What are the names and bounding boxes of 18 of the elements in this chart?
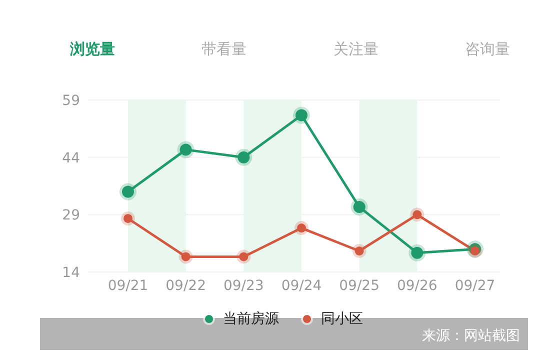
text: 带看量: [202, 40, 247, 59]
y-tick-label: 29: [62, 208, 80, 224]
y-tick-label: 44: [62, 150, 80, 166]
x-tick-label: 09/25: [339, 278, 380, 294]
x-tick-label: 09/23: [223, 278, 264, 294]
x-tick-label: 09/22: [166, 278, 206, 294]
x-tick-label: 09/26: [396, 278, 438, 294]
x-tick-label: 09/27: [454, 278, 496, 294]
y-tick-label: 59: [62, 92, 80, 109]
legend-label: 当前房源: [223, 310, 279, 328]
x-tick-label: 09/24: [281, 278, 322, 294]
x-tick-label: 09/21: [108, 278, 148, 294]
y-tick-label: 14: [62, 264, 80, 281]
source-note: 来源：网站截图: [422, 327, 520, 345]
text: 关注量: [333, 40, 378, 59]
chart-title: 浏览量: [70, 40, 115, 59]
legend-label: 同小区: [321, 310, 363, 328]
text: 咨询量: [464, 40, 510, 59]
